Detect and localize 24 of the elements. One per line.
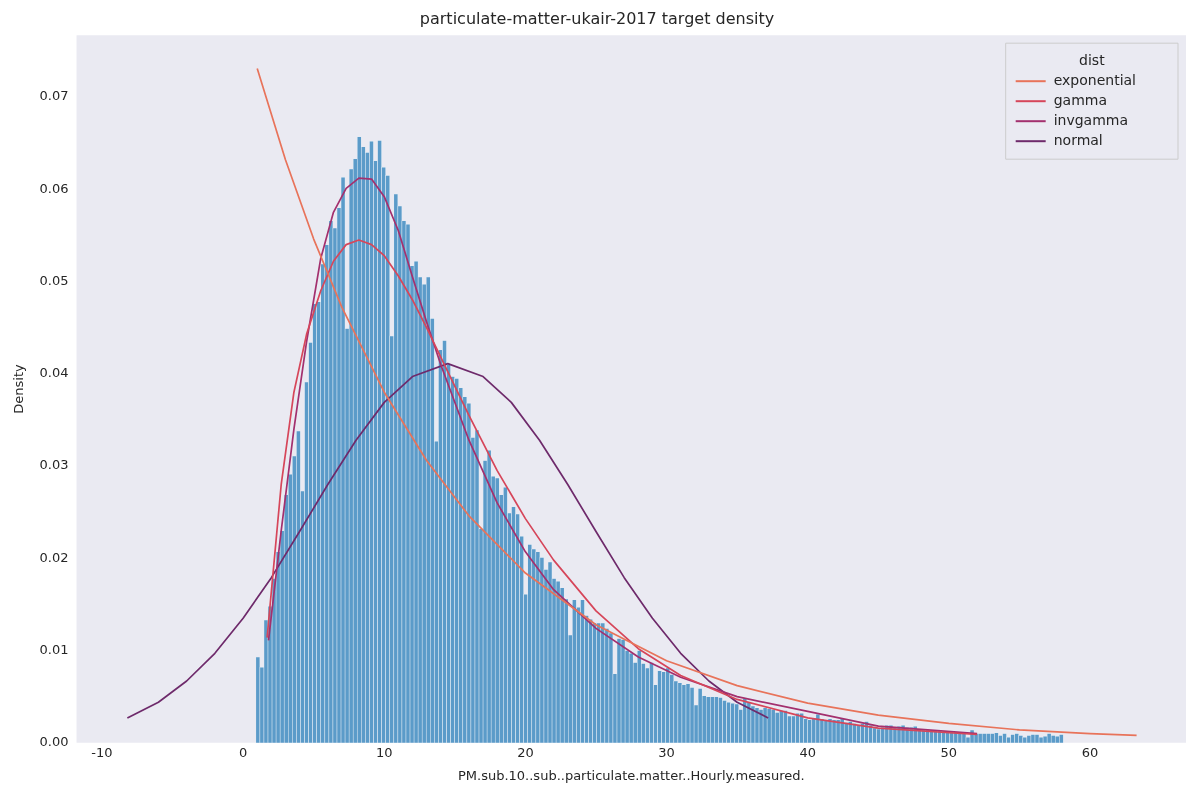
y-tick-label: 0.03 [39, 457, 69, 473]
legend-label: invgamma [1053, 111, 1129, 128]
y-tick-label: 0.00 [39, 734, 69, 750]
x-tick-label: 40 [799, 744, 816, 760]
x-axis-title: PM.sub.10..sub..particulate.matter..Hourly.measured. [457, 767, 805, 783]
legend-label: exponential [1053, 71, 1136, 88]
legend-label: normal [1053, 131, 1103, 148]
y-tick-label: 0.05 [39, 272, 69, 288]
y-tick-label: 0.02 [39, 549, 69, 565]
x-tick-label: 20 [517, 744, 534, 760]
chart-title: particulate-matter-ukair-2017 target density [419, 8, 775, 28]
x-tick-label: 10 [375, 744, 393, 760]
x-tick-label: 30 [658, 744, 675, 760]
x-tick-label: 60 [1081, 744, 1099, 760]
legend-title: dist [1079, 51, 1106, 68]
y-axis-title: Density [11, 363, 27, 414]
y-tick-label: 0.04 [39, 365, 69, 381]
x-tick-label: -10 [91, 744, 113, 760]
x-tick-label: 0 [238, 744, 248, 760]
y-tick-label: 0.06 [39, 180, 69, 196]
y-tick-label: 0.07 [39, 88, 69, 104]
y-tick-label: 0.01 [39, 641, 69, 657]
legend-label: gamma [1053, 91, 1108, 108]
x-tick-label: 50 [940, 744, 958, 760]
